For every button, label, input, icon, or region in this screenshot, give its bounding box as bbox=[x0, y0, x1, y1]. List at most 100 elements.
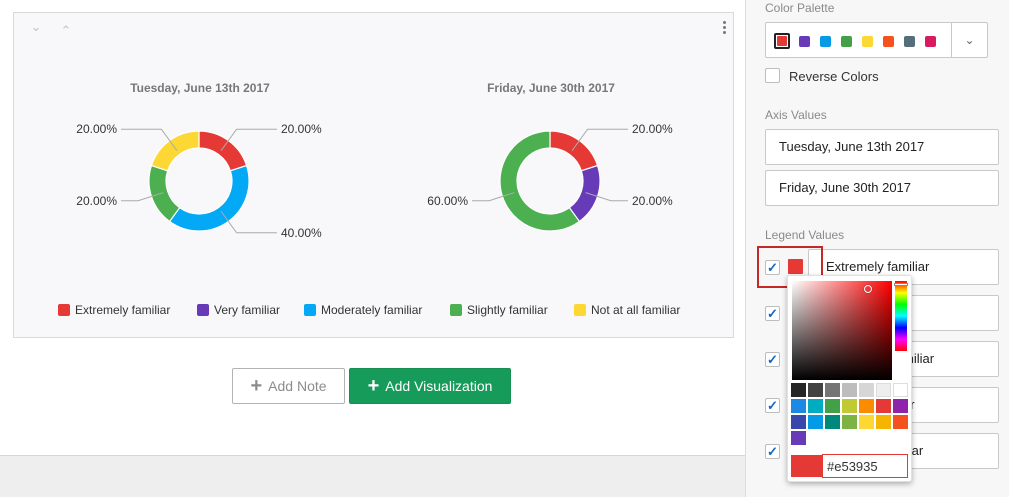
color-swatch[interactable] bbox=[791, 383, 806, 397]
color-palette-label: Color Palette bbox=[765, 1, 835, 15]
color-swatch[interactable] bbox=[825, 415, 840, 429]
saturation-cursor[interactable] bbox=[864, 285, 872, 293]
chevron-down-icon[interactable]: ⌄ bbox=[30, 19, 42, 34]
add-note-button[interactable]: + Add Note bbox=[232, 368, 345, 404]
chart-legend: Extremely familiar Very familiar Moderat… bbox=[14, 302, 735, 318]
color-swatch[interactable] bbox=[859, 383, 874, 397]
checkmark-icon[interactable]: ✓ bbox=[765, 260, 780, 275]
color-swatch[interactable] bbox=[808, 383, 823, 397]
palette-color bbox=[883, 35, 894, 47]
color-palette-select[interactable]: ⌄ bbox=[765, 22, 988, 58]
hex-color-input[interactable] bbox=[822, 454, 908, 478]
chart-title-2: Friday, June 30th 2017 bbox=[487, 81, 615, 95]
palette-color bbox=[820, 35, 831, 47]
legend-item: Extremely familiar bbox=[58, 302, 170, 318]
legend-item: Very familiar bbox=[197, 302, 280, 318]
color-swatch[interactable] bbox=[842, 415, 857, 429]
data-label: 60.00% bbox=[427, 194, 468, 208]
label-leader-line bbox=[220, 128, 277, 151]
donut-slice[interactable] bbox=[549, 130, 599, 172]
kebab-menu-icon[interactable] bbox=[718, 20, 730, 38]
report-canvas: ⌄ ⌃ Tuesday, June 13th 2017 Friday, June… bbox=[0, 12, 745, 497]
color-swatch[interactable] bbox=[893, 399, 908, 413]
checkmark-icon[interactable]: ✓ bbox=[765, 444, 780, 459]
chart-title-1: Tuesday, June 13th 2017 bbox=[130, 81, 270, 95]
donut-slice[interactable] bbox=[499, 130, 581, 232]
data-label: 20.00% bbox=[281, 122, 322, 136]
legend-item: Moderately familiar bbox=[304, 302, 422, 318]
legend-item: Not at all familiar bbox=[574, 302, 680, 318]
legend-label: Moderately familiar bbox=[321, 303, 423, 317]
hue-slider-handle[interactable] bbox=[894, 283, 908, 286]
footer-bar bbox=[0, 455, 745, 497]
legend-label: Extremely familiar bbox=[75, 303, 171, 317]
color-swatch[interactable] bbox=[791, 415, 806, 429]
visualization-card[interactable]: ⌄ ⌃ Tuesday, June 13th 2017 Friday, June… bbox=[13, 12, 734, 338]
reverse-colors-checkbox[interactable] bbox=[765, 68, 780, 83]
color-swatch[interactable] bbox=[876, 383, 891, 397]
plus-icon: + bbox=[250, 375, 263, 397]
color-picker-popover bbox=[787, 275, 912, 482]
palette-color bbox=[862, 35, 873, 47]
color-swatch[interactable] bbox=[825, 383, 840, 397]
donut-charts: Tuesday, June 13th 2017 Friday, June 30t… bbox=[76, 81, 673, 240]
color-swatch[interactable] bbox=[876, 399, 891, 413]
saturation-picker[interactable] bbox=[792, 281, 892, 380]
donut-slice[interactable] bbox=[150, 130, 200, 172]
data-label: 20.00% bbox=[632, 122, 673, 136]
color-swatch[interactable] bbox=[876, 415, 891, 429]
legend-item: Slightly familiar bbox=[450, 302, 548, 318]
palette-color bbox=[799, 35, 810, 47]
color-swatch[interactable] bbox=[791, 431, 806, 445]
color-swatch[interactable] bbox=[791, 399, 806, 413]
legend-label: Not at all familiar bbox=[591, 303, 681, 317]
data-label: 40.00% bbox=[281, 226, 322, 240]
color-swatch[interactable] bbox=[825, 399, 840, 413]
chevron-up-icon[interactable]: ⌃ bbox=[60, 23, 72, 38]
selected-color-preview bbox=[791, 455, 823, 477]
color-swatch[interactable] bbox=[842, 399, 857, 413]
color-swatch[interactable] bbox=[842, 383, 857, 397]
data-label: 20.00% bbox=[76, 122, 117, 136]
palette-color bbox=[925, 35, 936, 47]
reverse-colors-label: Reverse Colors bbox=[789, 69, 879, 84]
add-visualization-button[interactable]: + Add Visualization bbox=[349, 368, 511, 404]
color-swatch[interactable] bbox=[808, 399, 823, 413]
axis-value-input-1[interactable]: Tuesday, June 13th 2017 bbox=[765, 129, 999, 165]
color-swatch[interactable] bbox=[859, 399, 874, 413]
add-note-label: Add Note bbox=[268, 378, 327, 394]
checkmark-icon[interactable]: ✓ bbox=[765, 352, 780, 367]
axis-value-input-2[interactable]: Friday, June 30th 2017 bbox=[765, 170, 999, 206]
palette-color bbox=[841, 35, 852, 47]
color-swatch[interactable] bbox=[808, 415, 823, 429]
checkmark-icon[interactable]: ✓ bbox=[765, 306, 780, 321]
legend-color-swatch[interactable] bbox=[788, 259, 803, 274]
data-label: 20.00% bbox=[76, 194, 117, 208]
label-leader-line bbox=[121, 128, 178, 151]
label-leader-line bbox=[571, 128, 628, 151]
add-visualization-label: Add Visualization bbox=[385, 378, 493, 394]
plus-icon: + bbox=[367, 375, 380, 397]
label-leader-line bbox=[121, 192, 164, 202]
color-swatch[interactable] bbox=[893, 415, 908, 429]
legend-label: Slightly familiar bbox=[467, 303, 548, 317]
donut-slice[interactable] bbox=[198, 130, 248, 172]
legend-swatch bbox=[450, 304, 462, 316]
checkmark-icon[interactable]: ✓ bbox=[765, 398, 780, 413]
label-leader-line bbox=[472, 192, 515, 202]
legend-swatch bbox=[58, 304, 70, 316]
label-leader-line bbox=[220, 211, 277, 234]
color-swatch[interactable] bbox=[893, 383, 908, 397]
color-swatch[interactable] bbox=[859, 415, 874, 429]
legend-swatch bbox=[574, 304, 586, 316]
donut-slice[interactable] bbox=[168, 164, 250, 232]
chevron-down-icon[interactable]: ⌄ bbox=[951, 23, 987, 57]
palette-preview bbox=[774, 33, 946, 49]
legend-swatch bbox=[197, 304, 209, 316]
legend-values-label: Legend Values bbox=[765, 228, 845, 242]
donut-slice[interactable] bbox=[148, 164, 181, 223]
label-leader-line bbox=[585, 192, 628, 202]
legend-swatch bbox=[304, 304, 316, 316]
axis-values-label: Axis Values bbox=[765, 108, 827, 122]
hue-slider[interactable] bbox=[895, 281, 907, 351]
